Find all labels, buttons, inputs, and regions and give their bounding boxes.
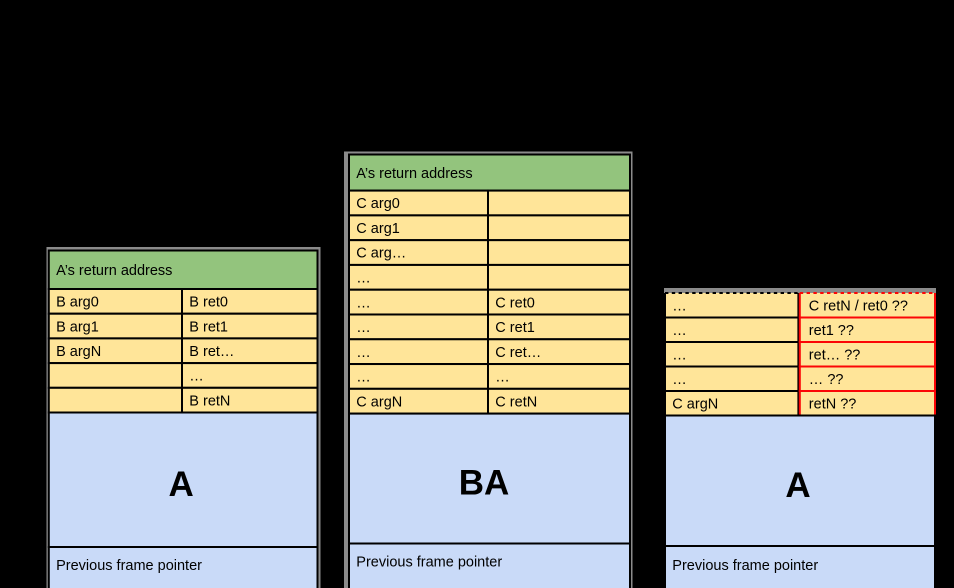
svg-text:A: A <box>785 466 810 505</box>
svg-text:…: … <box>356 345 371 361</box>
svg-text:B ret0: B ret0 <box>189 295 228 311</box>
svg-text:…: … <box>356 320 371 336</box>
svg-text:…: … <box>672 347 687 363</box>
svg-text:C ret1: C ret1 <box>495 320 535 336</box>
svg-text:C arg…: C arg… <box>356 246 406 262</box>
svg-text:…: … <box>495 370 510 386</box>
svg-text:C ret…: C ret… <box>495 345 541 361</box>
svg-text:C retN: C retN <box>495 394 537 410</box>
svg-text:…: … <box>356 370 371 386</box>
svg-text:B ret1: B ret1 <box>189 319 228 335</box>
svg-text:Previous frame pointer: Previous frame pointer <box>672 558 818 574</box>
svg-text:…: … <box>672 323 687 339</box>
svg-text:retN ??: retN ?? <box>809 396 857 412</box>
svg-text:A: A <box>169 465 194 504</box>
svg-text:B ret…: B ret… <box>189 344 234 360</box>
svg-text:C argN: C argN <box>356 394 402 410</box>
svg-text:Previous frame pointer: Previous frame pointer <box>356 555 502 571</box>
svg-text:A’s return address: A’s return address <box>56 263 172 279</box>
svg-text:C arg0: C arg0 <box>356 196 400 212</box>
svg-text:…: … <box>672 372 687 388</box>
svg-text:… ??: … ?? <box>809 372 844 388</box>
svg-text:C ret0: C ret0 <box>495 295 535 311</box>
svg-text:C argN: C argN <box>672 396 718 412</box>
svg-text:ret1 ??: ret1 ?? <box>809 323 854 339</box>
svg-text:…: … <box>356 295 371 311</box>
svg-text:Previous frame pointer: Previous frame pointer <box>56 558 202 574</box>
svg-text:ret… ??: ret… ?? <box>809 347 861 363</box>
svg-text:B argN: B argN <box>56 344 101 360</box>
svg-text:…: … <box>672 298 687 314</box>
svg-text:C arg1: C arg1 <box>356 221 400 237</box>
svg-text:BA: BA <box>459 464 510 503</box>
svg-text:…: … <box>356 271 371 287</box>
svg-text:B arg0: B arg0 <box>56 295 99 311</box>
svg-text:A’s return address: A’s return address <box>356 166 472 182</box>
svg-text:…: … <box>189 369 204 385</box>
svg-text:B retN: B retN <box>189 393 230 409</box>
svg-text:C retN / ret0 ??: C retN / ret0 ?? <box>809 298 908 314</box>
svg-text:B arg1: B arg1 <box>56 319 99 335</box>
